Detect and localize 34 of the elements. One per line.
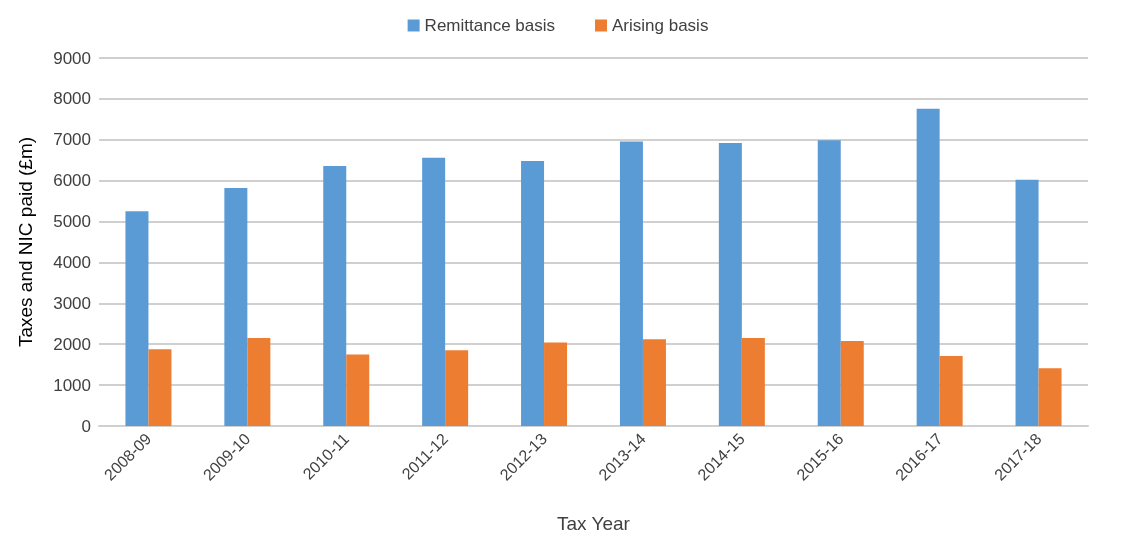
- y-tick-label: 1000: [53, 375, 91, 395]
- bar: [741, 338, 765, 426]
- bar: [521, 161, 545, 426]
- y-tick-label: 4000: [53, 252, 91, 272]
- bar: [247, 338, 271, 426]
- x-axis-title: Tax Year: [557, 513, 631, 534]
- y-tick-label: 3000: [53, 293, 91, 313]
- y-tick-label: 6000: [53, 171, 91, 191]
- bar: [1038, 368, 1062, 426]
- bar: [718, 143, 742, 426]
- bar: [916, 108, 940, 426]
- bar: [642, 339, 666, 426]
- y-axis-title: Taxes and NIC paid (£m): [15, 136, 36, 348]
- bar: [148, 349, 172, 426]
- bar: [125, 211, 149, 426]
- bar: [817, 140, 841, 426]
- y-tick-label: 8000: [53, 89, 91, 109]
- bar: [840, 340, 864, 426]
- y-tick-label: 0: [81, 416, 91, 436]
- bar: [939, 356, 963, 426]
- bar: [422, 157, 446, 426]
- bar: [619, 141, 643, 426]
- bar: [323, 165, 347, 426]
- y-tick-label: 7000: [53, 130, 91, 150]
- legend-label: Remittance basis: [424, 16, 556, 35]
- legend-label: Arising basis: [612, 16, 709, 35]
- bar: [224, 188, 248, 426]
- bar: [445, 350, 469, 426]
- y-tick-label: 5000: [53, 212, 91, 232]
- bar: [1015, 179, 1039, 426]
- y-tick-label: 2000: [53, 334, 91, 354]
- bar: [544, 342, 568, 426]
- y-tick-label: 9000: [53, 48, 91, 68]
- bar: [346, 354, 370, 426]
